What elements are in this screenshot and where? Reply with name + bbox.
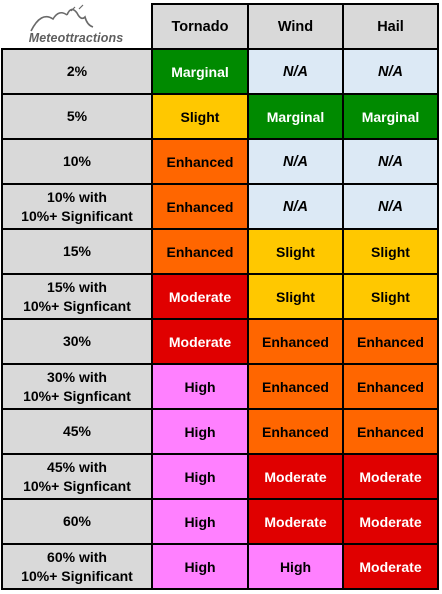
row-label: 10% with 10%+ Significant	[1, 183, 153, 230]
row-label-line: 30% with	[47, 368, 107, 385]
tornado-risk-cell: High	[151, 453, 249, 500]
table-row: 10% Enhanced N/A N/A	[1, 138, 439, 185]
table-row: 45% High Enhanced Enhanced	[1, 408, 439, 455]
table-row: 5% Slight Marginal Marginal	[1, 93, 439, 140]
row-label: 30% with 10%+ Signficant	[1, 363, 153, 410]
row-label-line: 15%	[62, 243, 92, 259]
row-label-line: 10%+ Signficant	[23, 477, 131, 494]
table-row: 60% High Moderate Moderate	[1, 498, 439, 545]
tornado-risk-cell: High	[151, 498, 249, 545]
tornado-risk-cell: Enhanced	[151, 228, 249, 275]
corner-cell	[2, 4, 152, 49]
tornado-risk-cell: High	[151, 363, 249, 410]
row-label: 15%	[1, 228, 153, 275]
tornado-risk-cell: Moderate	[151, 273, 249, 320]
wind-risk-cell: Enhanced	[247, 318, 344, 365]
table-row: 30% with 10%+ Signficant High Enhanced Enhan…	[1, 363, 439, 410]
hail-risk-cell: Enhanced	[342, 318, 439, 365]
logo-text: Meteottractions	[28, 31, 124, 45]
risk-table: Tornado Wind Hail 2% Marginal N/A N/A 5% Slig…	[1, 3, 439, 590]
hail-risk-cell: Slight	[342, 273, 439, 320]
row-label-line: 15% with	[47, 278, 107, 295]
hail-risk-cell: Enhanced	[342, 408, 439, 455]
wind-risk-cell: Moderate	[247, 498, 344, 545]
tornado-risk-cell: Slight	[151, 93, 249, 140]
row-label: 10%	[1, 138, 153, 185]
wind-risk-cell: Enhanced	[247, 408, 344, 455]
row-label-line: 10%	[62, 153, 92, 169]
tornado-risk-cell: Enhanced	[151, 183, 249, 230]
row-label: 2%	[1, 48, 153, 95]
wind-risk-cell: N/A	[247, 183, 344, 230]
hail-risk-cell: Slight	[342, 228, 439, 275]
hail-risk-cell: N/A	[342, 48, 439, 95]
wind-risk-cell: Moderate	[247, 453, 344, 500]
logo: Meteottractions	[1, 1, 151, 51]
wind-risk-cell: Slight	[247, 228, 344, 275]
tornado-risk-cell: Moderate	[151, 318, 249, 365]
wind-risk-cell: High	[247, 543, 344, 590]
table-row: 45% with 10%+ Signficant High Moderate Moder…	[1, 453, 439, 500]
tornado-risk-cell: Enhanced	[151, 138, 249, 185]
tornado-cloud-icon	[30, 4, 94, 32]
table-row: 2% Marginal N/A N/A	[1, 48, 439, 95]
row-label-line: 5%	[66, 108, 88, 124]
row-label: 5%	[1, 93, 153, 140]
row-label-line: 10% with	[47, 188, 107, 205]
header-row: Tornado Wind Hail	[2, 3, 439, 50]
tornado-risk-cell: High	[151, 408, 249, 455]
table-row: 60% with 10%+ Significant High High Moderate	[1, 543, 439, 590]
row-label-line: 2%	[66, 63, 88, 79]
wind-risk-cell: N/A	[247, 48, 344, 95]
row-label: 45%	[1, 408, 153, 455]
row-label-line: 10%+ Significant	[21, 207, 133, 224]
header-wind: Wind	[247, 3, 344, 50]
row-label-line: 45%	[62, 423, 92, 439]
row-label-line: 60%	[62, 513, 92, 529]
header-tornado: Tornado	[151, 3, 249, 50]
row-label: 15% with 10%+ Signficant	[1, 273, 153, 320]
hail-risk-cell: Moderate	[342, 498, 439, 545]
row-label-line: 10%+ Significant	[21, 567, 133, 584]
row-label: 60% with 10%+ Significant	[1, 543, 153, 590]
tornado-risk-cell: High	[151, 543, 249, 590]
wind-risk-cell: N/A	[247, 138, 344, 185]
table-row: 10% with 10%+ Significant Enhanced N/A N/A	[1, 183, 439, 230]
tornado-risk-cell: Marginal	[151, 48, 249, 95]
table-row: 30% Moderate Enhanced Enhanced	[1, 318, 439, 365]
hail-risk-cell: N/A	[342, 138, 439, 185]
hail-risk-cell: N/A	[342, 183, 439, 230]
hail-risk-cell: Enhanced	[342, 363, 439, 410]
row-label: 60%	[1, 498, 153, 545]
row-label-line: 30%	[62, 333, 92, 349]
row-label: 45% with 10%+ Signficant	[1, 453, 153, 500]
wind-risk-cell: Enhanced	[247, 363, 344, 410]
wind-risk-cell: Marginal	[247, 93, 344, 140]
row-label-line: 10%+ Signficant	[23, 297, 131, 314]
header-hail: Hail	[342, 3, 439, 50]
hail-risk-cell: Marginal	[342, 93, 439, 140]
row-label-line: 45% with	[47, 458, 107, 475]
table-row: 15% with 10%+ Signficant Moderate Slight Sli…	[1, 273, 439, 320]
row-label-line: 10%+ Signficant	[23, 387, 131, 404]
row-label: 30%	[1, 318, 153, 365]
table-row: 15% Enhanced Slight Slight	[1, 228, 439, 275]
row-label-line: 60% with	[47, 548, 107, 565]
hail-risk-cell: Moderate	[342, 543, 439, 590]
hail-risk-cell: Moderate	[342, 453, 439, 500]
wind-risk-cell: Slight	[247, 273, 344, 320]
